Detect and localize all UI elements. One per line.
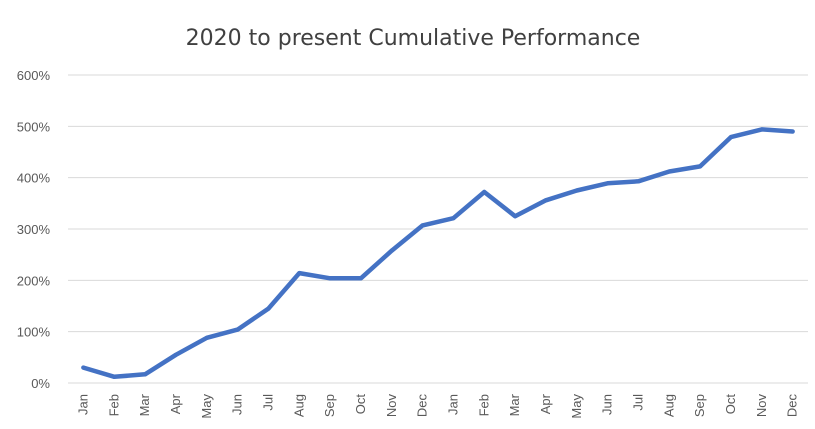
y-tick-label-5: 500%	[17, 119, 51, 134]
data-point-16	[574, 188, 579, 193]
data-point-18	[636, 179, 641, 184]
y-tick-label-1: 100%	[17, 325, 51, 340]
x-tick-label-3: Apr	[168, 393, 183, 414]
data-point-11	[420, 223, 425, 228]
x-tick-label-10: Nov	[384, 394, 399, 418]
chart-title: 2020 to present Cumulative Performance	[186, 26, 641, 51]
data-point-15	[543, 198, 548, 203]
x-tick-label-12: Jan	[445, 394, 460, 415]
data-point-10	[389, 248, 394, 253]
x-tick-label-7: Aug	[291, 394, 306, 417]
data-point-3	[173, 352, 178, 357]
x-tick-label-23: Dec	[785, 394, 800, 418]
x-tick-label-4: May	[199, 394, 214, 419]
x-tick-label-14: Mar	[507, 393, 522, 416]
data-point-17	[605, 181, 610, 186]
x-tick-label-15: Apr	[538, 393, 553, 414]
y-tick-label-4: 400%	[17, 171, 51, 186]
y-tick-label-0: 0%	[31, 376, 50, 391]
x-tick-label-19: Aug	[661, 394, 676, 417]
data-point-0	[81, 365, 86, 370]
x-tick-label-9: Oct	[353, 394, 368, 415]
y-tick-label-3: 300%	[17, 222, 51, 237]
y-tick-label-6: 600%	[17, 68, 51, 83]
data-point-20	[698, 164, 703, 169]
x-axis-ticks: Jan Feb Mar Apr May Jun Jul Aug Sep Oct Nov Dec Jan F…	[75, 393, 799, 418]
data-point-8	[328, 276, 333, 281]
gridlines	[68, 74, 808, 384]
data-point-12	[451, 216, 456, 221]
data-point-4	[204, 335, 209, 340]
x-tick-label-11: Dec	[415, 394, 430, 418]
series-line-0	[81, 127, 795, 380]
data-point-22	[759, 127, 764, 132]
x-tick-label-2: Mar	[137, 393, 152, 416]
data-point-6	[266, 306, 271, 311]
data-point-21	[728, 135, 733, 140]
data-point-2	[143, 372, 148, 377]
data-point-19	[667, 169, 672, 174]
x-tick-label-18: Jul	[630, 394, 645, 411]
data-point-1	[112, 374, 117, 379]
data-point-7	[297, 271, 302, 276]
data-point-23	[790, 129, 795, 134]
data-point-13	[482, 190, 487, 195]
x-tick-label-6: Jul	[260, 394, 275, 411]
y-axis-ticks: 0% 100% 200% 300% 400% 500% 600%	[17, 68, 51, 391]
data-point-5	[235, 327, 240, 332]
x-tick-label-16: May	[569, 394, 584, 419]
x-tick-label-1: Feb	[106, 394, 121, 416]
y-tick-label-2: 200%	[17, 273, 51, 288]
x-tick-label-22: Nov	[754, 394, 769, 418]
x-tick-label-17: Jun	[600, 394, 615, 415]
data-point-9	[358, 276, 363, 281]
series-layer	[81, 127, 795, 380]
x-tick-label-13: Feb	[476, 394, 491, 416]
x-tick-label-0: Jan	[75, 394, 90, 415]
x-tick-label-5: Jun	[230, 394, 245, 415]
x-tick-label-21: Oct	[723, 394, 738, 415]
x-tick-label-20: Sep	[692, 394, 707, 417]
x-tick-label-8: Sep	[322, 394, 337, 417]
data-point-14	[513, 214, 518, 219]
